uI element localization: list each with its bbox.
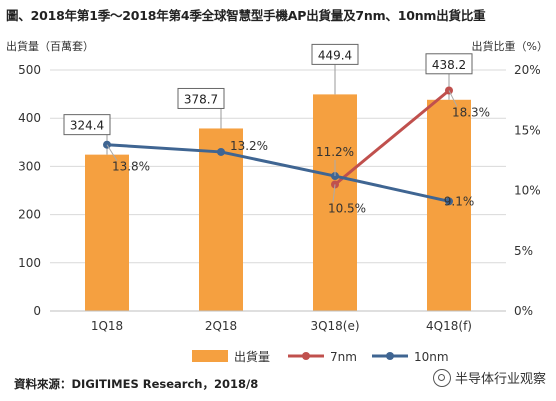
x-tick-label: 3Q18(e): [310, 319, 359, 333]
y-right-tick-label: 10%: [514, 184, 541, 198]
y-right-tick-label: 5%: [514, 244, 533, 258]
line-label-leader: [448, 90, 458, 107]
bar: [427, 99, 471, 311]
bar-label-box: [177, 87, 225, 109]
legend-label: 7nm: [330, 350, 357, 364]
line-value-label: 13.8%: [112, 160, 150, 174]
source-note: 資料來源：DIGITIMES Research，2018/8: [14, 377, 259, 391]
legend-swatch-marker: [302, 352, 310, 360]
legend-swatch-marker: [386, 352, 394, 360]
y-left-tick-label: 200: [18, 208, 41, 222]
series-line-7nm: [334, 89, 450, 186]
y-right-tick-label: 0%: [514, 304, 533, 318]
bar-value-label: 449.4: [318, 48, 352, 62]
bar: [313, 94, 357, 312]
data-point-10nm: [445, 197, 453, 206]
bar-label-box: [63, 114, 111, 136]
wechat-icon: [432, 368, 451, 387]
watermark-text: 半导体行业观察: [454, 372, 546, 387]
line-label-leader: [106, 144, 118, 161]
bar: [85, 154, 129, 311]
bar-value-label: 438.2: [432, 58, 466, 72]
line-value-label: 10.5%: [328, 201, 366, 215]
right-axis-unit: 出貨比重（%）: [471, 40, 548, 53]
x-tick-label: 2Q18: [205, 319, 237, 333]
bar: [199, 128, 243, 311]
legend-label: 10nm: [414, 350, 449, 364]
line-value-label: 11.2%: [316, 145, 354, 159]
legend-label: 出貨量: [234, 349, 270, 364]
line-value-label: 13.2%: [230, 139, 268, 153]
line-value-label: 18.3%: [452, 105, 490, 119]
y-left-tick-label: 500: [18, 63, 41, 77]
x-tick-label: 4Q18(f): [426, 319, 472, 333]
left-axis-unit: 出貨量（百萬套）: [6, 40, 94, 53]
y-left-tick-label: 100: [18, 256, 41, 270]
y-left-tick-label: 300: [18, 159, 41, 173]
line-value-label: 9.1%: [444, 194, 475, 208]
watermark: 半导体行业观察: [432, 368, 546, 387]
y-left-tick-label: 400: [18, 111, 41, 125]
bar-label-box: [311, 43, 359, 65]
data-point-10nm: [217, 147, 225, 156]
x-tick-label: 1Q18: [91, 319, 123, 333]
line-label-leader: [332, 184, 336, 203]
y-right-tick-label: 20%: [514, 63, 541, 77]
y-left-tick-label: 0: [33, 304, 41, 318]
chart-title: 圖、2018年第1季～2018年第4季全球智慧型手機AP出貨量及7nm、10nm…: [6, 8, 486, 23]
bar-label-box: [425, 53, 473, 75]
bar-value-label: 324.4: [70, 119, 104, 133]
series-line-10nm: [106, 143, 450, 203]
legend-swatch-bar: [192, 350, 228, 362]
y-right-tick-label: 15%: [514, 123, 541, 137]
bar-value-label: 378.7: [184, 92, 218, 106]
